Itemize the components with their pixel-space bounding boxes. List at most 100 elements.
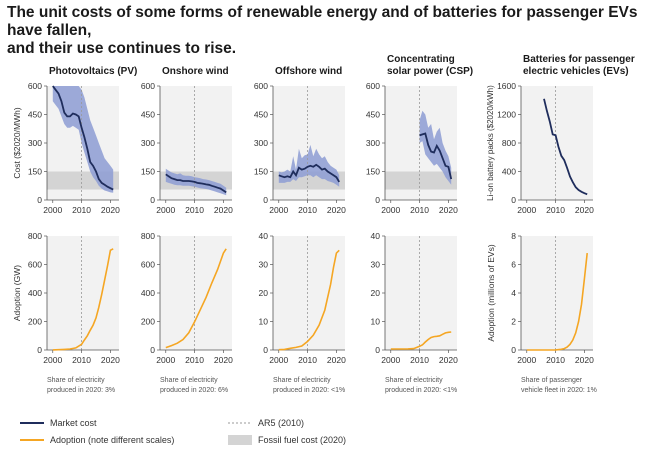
- y-tick-label: 300: [366, 138, 380, 148]
- footnote-line: Share of electricity: [385, 377, 443, 384]
- y-tick-label: 450: [141, 110, 155, 120]
- y-axis-label: Adoption (GW): [12, 265, 22, 321]
- panel-title: Onshore wind: [162, 66, 229, 77]
- y-tick-label: 4: [511, 288, 516, 298]
- y-tick-label: 400: [502, 167, 516, 177]
- x-tick-label: 2020: [327, 205, 346, 215]
- x-tick-label: 2010: [546, 205, 565, 215]
- x-tick-label: 2000: [381, 205, 400, 215]
- cost-range-band: [52, 86, 114, 193]
- y-tick-label: 200: [28, 317, 42, 327]
- y-tick-label: 800: [502, 138, 516, 148]
- y-tick-label: 600: [141, 260, 155, 270]
- footnote-line: produced in 2020: 6%: [160, 387, 228, 394]
- y-tick-label: 0: [263, 345, 268, 355]
- panel-title-line: Concentrating: [387, 54, 455, 65]
- adoption-line: [526, 253, 588, 351]
- x-tick-label: 2010: [410, 205, 429, 215]
- y-tick-label: 300: [254, 138, 268, 148]
- x-tick-label: 2010: [72, 205, 91, 215]
- y-tick-label: 0: [511, 345, 516, 355]
- x-tick-label: 2020: [439, 205, 458, 215]
- x-tick-label: 2020: [101, 205, 120, 215]
- y-tick-label: 150: [366, 167, 380, 177]
- adoption-line: [52, 248, 114, 351]
- fossil-cost-band: [385, 171, 457, 190]
- x-tick-label: 2010: [72, 355, 91, 365]
- y-tick-label: 800: [28, 231, 42, 241]
- y-tick-label: 20: [259, 288, 269, 298]
- y-tick-label: 600: [366, 81, 380, 91]
- y-tick-label: 40: [371, 231, 381, 241]
- y-tick-label: 30: [371, 260, 381, 270]
- adoption-line: [390, 331, 452, 350]
- footnote-line: produced in 2020: <1%: [385, 387, 457, 394]
- legend-fossil-label: Fossil fuel cost (2020): [258, 435, 346, 445]
- legend: Market cost Adoption (note different scal…: [20, 418, 346, 445]
- y-tick-label: 150: [254, 167, 268, 177]
- x-tick-label: 2020: [439, 355, 458, 365]
- y-tick-label: 0: [375, 345, 380, 355]
- adoption-plot-bg: [385, 236, 457, 350]
- adoption-line: [278, 249, 340, 351]
- market-cost-line: [543, 98, 588, 196]
- legend-fossil-swatch: [228, 435, 252, 445]
- x-tick-label: 2020: [214, 355, 233, 365]
- footnote-line: vehicle fleet in 2020: 1%: [521, 387, 597, 394]
- y-tick-label: 10: [371, 317, 381, 327]
- y-tick-label: 300: [141, 138, 155, 148]
- footnote-line: Share of electricity: [273, 377, 331, 384]
- y-tick-label: 450: [28, 110, 42, 120]
- y-tick-label: 400: [141, 288, 155, 298]
- x-tick-label: 2000: [517, 355, 536, 365]
- x-tick-label: 2010: [298, 355, 317, 365]
- market-cost-line: [165, 173, 227, 194]
- market-cost-line: [419, 132, 453, 180]
- footnote-line: Share of electricity: [160, 377, 218, 384]
- y-tick-label: 0: [511, 195, 516, 205]
- y-tick-label: 0: [37, 195, 42, 205]
- x-tick-label: 2010: [410, 355, 429, 365]
- y-tick-label: 600: [28, 81, 42, 91]
- y-tick-label: 400: [28, 288, 42, 298]
- y-tick-label: 600: [254, 81, 268, 91]
- y-tick-label: 0: [263, 195, 268, 205]
- figure-title: The unit costs of some forms of renewabl…: [7, 4, 647, 58]
- x-tick-label: 2000: [156, 205, 175, 215]
- y-tick-label: 800: [141, 231, 155, 241]
- adoption-plot-bg: [273, 236, 345, 350]
- y-tick-label: 450: [254, 110, 268, 120]
- y-tick-label: 0: [375, 195, 380, 205]
- y-tick-label: 40: [259, 231, 269, 241]
- y-tick-label: 300: [28, 138, 42, 148]
- adoption-plot-bg: [47, 236, 119, 350]
- y-tick-label: 0: [37, 345, 42, 355]
- y-axis-label: Cost ($2020/MWh): [12, 107, 22, 178]
- panel-2: Offshore wind 0 150 300 450 600 2000 2010 2020 0 1…: [254, 66, 346, 394]
- footnote-line: produced in 2020: <1%: [273, 387, 345, 394]
- y-tick-label: 1200: [497, 110, 516, 120]
- y-tick-label: 600: [141, 81, 155, 91]
- x-tick-label: 2000: [43, 355, 62, 365]
- y-tick-label: 200: [141, 317, 155, 327]
- y-tick-label: 0: [150, 345, 155, 355]
- market-cost-line: [52, 85, 114, 191]
- legend-ar5-label: AR5 (2010): [258, 418, 304, 428]
- x-tick-label: 2020: [214, 205, 233, 215]
- x-tick-label: 2010: [298, 205, 317, 215]
- y-tick-label: 6: [511, 260, 516, 270]
- x-tick-label: 2000: [381, 355, 400, 365]
- adoption-line: [165, 248, 227, 349]
- y-tick-label: 8: [511, 231, 516, 241]
- legend-adoption-label: Adoption (note different scales): [50, 435, 174, 445]
- y-tick-label: 20: [371, 288, 381, 298]
- x-tick-label: 2000: [517, 205, 536, 215]
- footnote-line: Share of electricity: [47, 377, 105, 384]
- panel-title-line: electric vehicles (EVs): [523, 66, 629, 77]
- panel-title-line: Batteries for passenger: [523, 54, 635, 65]
- x-tick-label: 2020: [575, 205, 594, 215]
- adoption-plot-bg: [521, 236, 593, 350]
- y-tick-label: 150: [28, 167, 42, 177]
